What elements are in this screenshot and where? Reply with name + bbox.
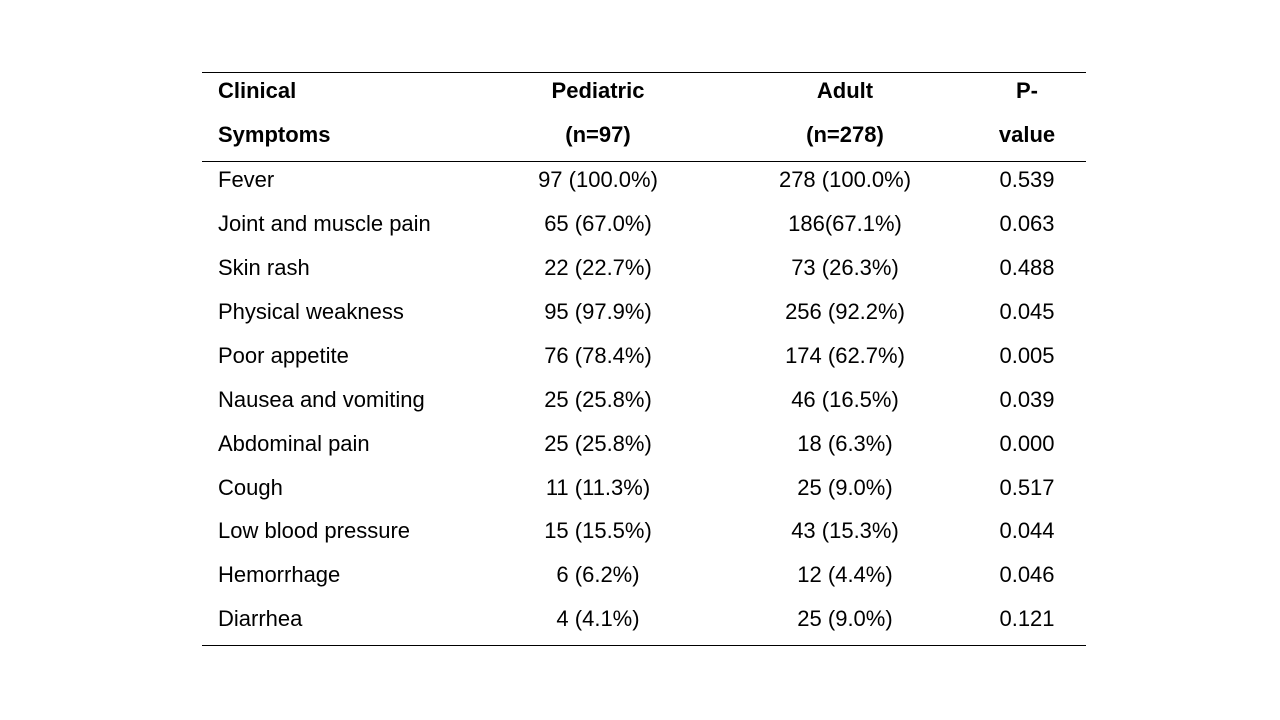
symptom-cell: Poor appetite [218, 343, 349, 368]
adult-cell: 174 (62.7%) [785, 343, 905, 368]
pvalue-cell: 0.121 [999, 606, 1055, 631]
adult-cell: 25 (9.0%) [797, 475, 893, 500]
symptom-cell: Nausea and vomiting [218, 387, 425, 412]
pvalue-cell: 0.488 [999, 255, 1055, 280]
header-symptoms-line1: Clinical [218, 78, 297, 103]
symptom-cell: Abdominal pain [218, 431, 370, 456]
adult-cell: 46 (16.5%) [791, 387, 899, 412]
pvalue-cell: 0.045 [999, 299, 1055, 324]
table-row: Skin rash 22 (22.7%) 73 (26.3%) 0.488 [202, 251, 1086, 295]
table-row: Poor appetite 76 (78.4%) 174 (62.7%) 0.0… [202, 339, 1086, 383]
table-row: Fever 97 (100.0%) 278 (100.0%) 0.539 [202, 163, 1086, 207]
header-adult-line1: Adult [816, 78, 874, 103]
pediatric-cell: 6 (6.2%) [556, 562, 640, 587]
table-row: Low blood pressure 15 (15.5%) 43 (15.3%)… [202, 514, 1086, 558]
table-row: Joint and muscle pain 65 (67.0%) 186(67.… [202, 207, 1086, 251]
table-top-rule [202, 72, 1086, 73]
header-pvalue-line2: value [998, 122, 1056, 147]
symptom-cell: Physical weakness [218, 299, 404, 324]
adult-cell: 278 (100.0%) [778, 167, 912, 192]
header-row-2: Symptoms (n=97) (n=278) value [202, 118, 1086, 162]
adult-cell: 256 (92.2%) [785, 299, 905, 324]
pvalue-cell: 0.517 [999, 475, 1055, 500]
symptom-cell: Skin rash [218, 255, 310, 280]
adult-cell: 186(67.1%) [788, 211, 902, 236]
symptom-cell: Joint and muscle pain [218, 211, 431, 236]
header-pvalue-line1: P- [1016, 78, 1038, 103]
header-rule [202, 161, 1086, 162]
symptom-cell: Diarrhea [218, 606, 303, 631]
symptom-cell: Cough [218, 475, 283, 500]
pediatric-cell: 76 (78.4%) [544, 343, 652, 368]
symptom-cell: Hemorrhage [218, 562, 341, 587]
pediatric-cell: 65 (67.0%) [544, 211, 652, 236]
header-symptoms-line2: Symptoms [218, 122, 331, 147]
adult-cell: 43 (15.3%) [791, 518, 899, 543]
header-adult-line2: (n=278) [806, 122, 884, 147]
table-row: Diarrhea 4 (4.1%) 25 (9.0%) 0.121 [202, 602, 1086, 646]
pvalue-cell: 0.046 [999, 562, 1055, 587]
adult-cell: 18 (6.3%) [797, 431, 893, 456]
symptom-cell: Low blood pressure [218, 518, 411, 543]
symptom-cell: Fever [218, 167, 275, 192]
header-row-1: Clinical Pediatric Adult P- [202, 74, 1086, 118]
pediatric-cell: 4 (4.1%) [556, 606, 640, 631]
pediatric-cell: 11 (11.3%) [545, 475, 651, 500]
table-row: Nausea and vomiting 25 (25.8%) 46 (16.5%… [202, 383, 1086, 427]
header-pediatric-line1: Pediatric [551, 78, 645, 103]
table-row: Abdominal pain 25 (25.8%) 18 (6.3%) 0.00… [202, 427, 1086, 471]
table-row: Cough 11 (11.3%) 25 (9.0%) 0.517 [202, 471, 1086, 515]
pvalue-cell: 0.063 [999, 211, 1055, 236]
pediatric-cell: 25 (25.8%) [544, 431, 652, 456]
table-bottom-rule [202, 645, 1086, 646]
pvalue-cell: 0.039 [999, 387, 1055, 412]
adult-cell: 25 (9.0%) [797, 606, 893, 631]
pvalue-cell: 0.000 [999, 431, 1055, 456]
pediatric-cell: 15 (15.5%) [544, 518, 652, 543]
table-row: Physical weakness 95 (97.9%) 256 (92.2%)… [202, 295, 1086, 339]
pediatric-cell: 95 (97.9%) [544, 299, 652, 324]
pvalue-cell: 0.044 [999, 518, 1055, 543]
adult-cell: 12 (4.4%) [797, 562, 893, 587]
header-pediatric-line2: (n=97) [565, 122, 631, 147]
adult-cell: 73 (26.3%) [791, 255, 899, 280]
pediatric-cell: 25 (25.8%) [544, 387, 652, 412]
pediatric-cell: 97 (100.0%) [538, 167, 658, 192]
pediatric-cell: 22 (22.7%) [544, 255, 652, 280]
table-row: Hemorrhage 6 (6.2%) 12 (4.4%) 0.046 [202, 558, 1086, 602]
pvalue-cell: 0.005 [999, 343, 1055, 368]
pvalue-cell: 0.539 [999, 167, 1055, 192]
